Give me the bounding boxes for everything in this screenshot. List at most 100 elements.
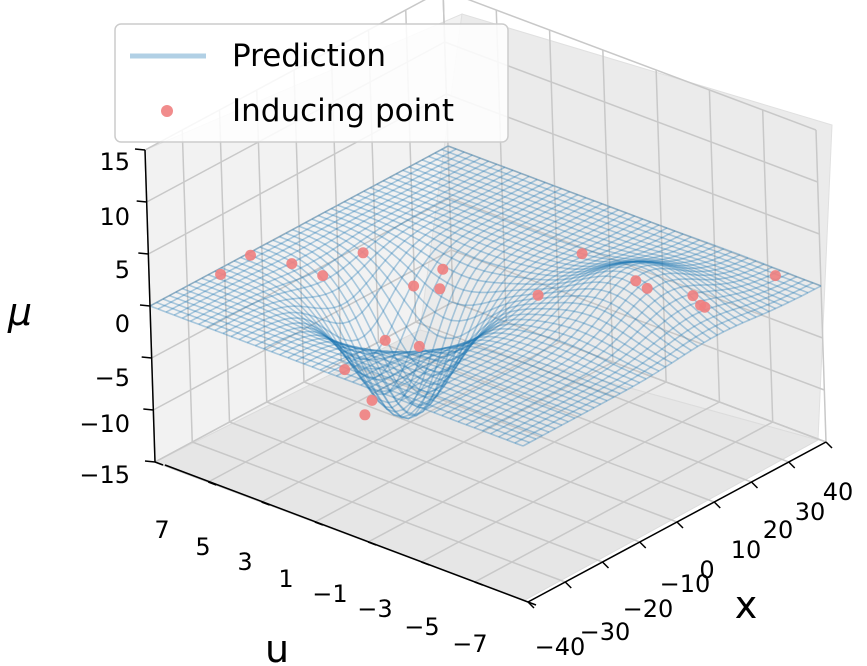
- grid-line: [261, 341, 560, 503]
- surface-line-x: [246, 253, 621, 404]
- inducing-point: [532, 289, 544, 301]
- surface-line-u: [263, 187, 562, 396]
- surface-line-x: [272, 239, 647, 416]
- surface-line-x: [279, 235, 653, 407]
- surface-line-u: [465, 263, 765, 426]
- grid-line: [266, 401, 641, 543]
- surface-line-u: [482, 269, 781, 432]
- tick-mark: [144, 460, 156, 463]
- surface-line-u: [230, 175, 530, 338]
- tick-mark: [367, 541, 377, 546]
- surface-line-u: [514, 282, 814, 444]
- surface-line-u: [401, 239, 700, 402]
- surface-line-x: [311, 218, 686, 356]
- surface-line-x: [227, 263, 601, 405]
- tick-mark: [134, 148, 146, 151]
- z-tick-label: 10: [99, 203, 130, 231]
- surface-line-x: [214, 270, 589, 412]
- surface-line-x: [421, 159, 796, 300]
- surface-line-u: [190, 160, 489, 322]
- surface-line-x: [395, 173, 770, 313]
- z-tick-label: 5: [115, 256, 130, 284]
- surface-line-u: [352, 221, 652, 383]
- inducing-points: [215, 247, 781, 421]
- surface-line-x: [195, 280, 569, 423]
- surface-line-x: [182, 287, 556, 430]
- surface-line-u: [222, 172, 522, 335]
- z-axis-label: μ: [7, 290, 32, 334]
- surface-line-x: [370, 186, 744, 324]
- grid-line: [340, 361, 715, 503]
- surface-line-u: [173, 154, 473, 316]
- surface-line-u: [206, 166, 506, 329]
- x-tick-label: −40: [535, 633, 586, 661]
- surface-line-u: [425, 248, 725, 411]
- inducing-point: [576, 248, 588, 260]
- inducing-point: [687, 290, 699, 302]
- grid-line: [149, 145, 449, 307]
- surface-line-x: [408, 166, 783, 307]
- grid-line: [378, 341, 752, 483]
- x-tick-label: 20: [763, 516, 794, 544]
- inducing-point: [769, 270, 781, 282]
- z-tick-label: −15: [79, 461, 130, 489]
- surface-line-u: [157, 148, 457, 310]
- surface-line-x: [363, 190, 738, 327]
- surface-line-u: [392, 236, 692, 399]
- tick-mark: [139, 304, 151, 307]
- grid-line: [474, 421, 774, 583]
- tick-mark: [601, 561, 610, 569]
- surface-line-x: [382, 180, 757, 318]
- tick-mark: [788, 461, 796, 469]
- x-tick-label: 10: [731, 536, 762, 564]
- tick-mark: [527, 601, 535, 609]
- inducing-point: [317, 270, 329, 282]
- tick-mark: [421, 561, 430, 566]
- surface-line-u: [198, 163, 498, 326]
- z-tick-label: 15: [99, 148, 130, 176]
- surface-line-x: [201, 277, 576, 419]
- x-tick-labels: −40 −30 −20 −10 0 10 20 30 40: [535, 478, 854, 661]
- y-axis-line: [164, 464, 529, 603]
- surface-line-x: [434, 152, 809, 294]
- prediction-surface: [149, 145, 822, 447]
- surface-line-x: [350, 197, 725, 333]
- surface-line-u: [417, 245, 716, 408]
- surface-line-u: [441, 254, 741, 417]
- z-tick-labels: 15 10 5 0 −5 −10 −15: [79, 148, 130, 489]
- inducing-point: [413, 340, 425, 352]
- surface-line-u: [344, 218, 643, 380]
- grid-line: [367, 381, 667, 543]
- legend-box: [114, 23, 509, 143]
- grid-line: [449, 197, 823, 339]
- z-tick-label: −5: [95, 364, 130, 392]
- surface-line-x: [253, 249, 627, 413]
- tick-mark: [314, 521, 324, 526]
- tick-mark: [141, 356, 152, 359]
- z-tick-label: −10: [79, 410, 130, 438]
- surface-line-u: [336, 215, 635, 377]
- tick-mark: [713, 501, 721, 509]
- surface-line-x: [331, 207, 705, 344]
- u-tick-labels: 7 5 3 1 −1 −3 −5 −7: [154, 516, 487, 658]
- z-tick-label: 0: [115, 310, 130, 338]
- surface-line-x: [221, 267, 595, 409]
- surface-line-u: [449, 257, 749, 420]
- grid-line: [152, 249, 452, 411]
- surface-line-u: [295, 200, 595, 417]
- inducing-point: [339, 364, 351, 376]
- surface-line-u: [433, 251, 733, 414]
- axis-ticks: [134, 148, 833, 609]
- surface-line-u: [319, 209, 619, 386]
- tick-mark: [261, 501, 270, 506]
- x-tick-label: −20: [623, 595, 674, 623]
- tick-mark: [138, 252, 149, 255]
- grid-line: [415, 321, 790, 463]
- surface-line-u: [522, 285, 822, 447]
- surface-line-u: [328, 212, 627, 374]
- surface-line-x: [175, 291, 550, 433]
- tick-mark: [136, 200, 147, 203]
- inducing-point: [366, 394, 378, 406]
- surface-line-x: [447, 145, 822, 287]
- grid-line: [229, 421, 603, 563]
